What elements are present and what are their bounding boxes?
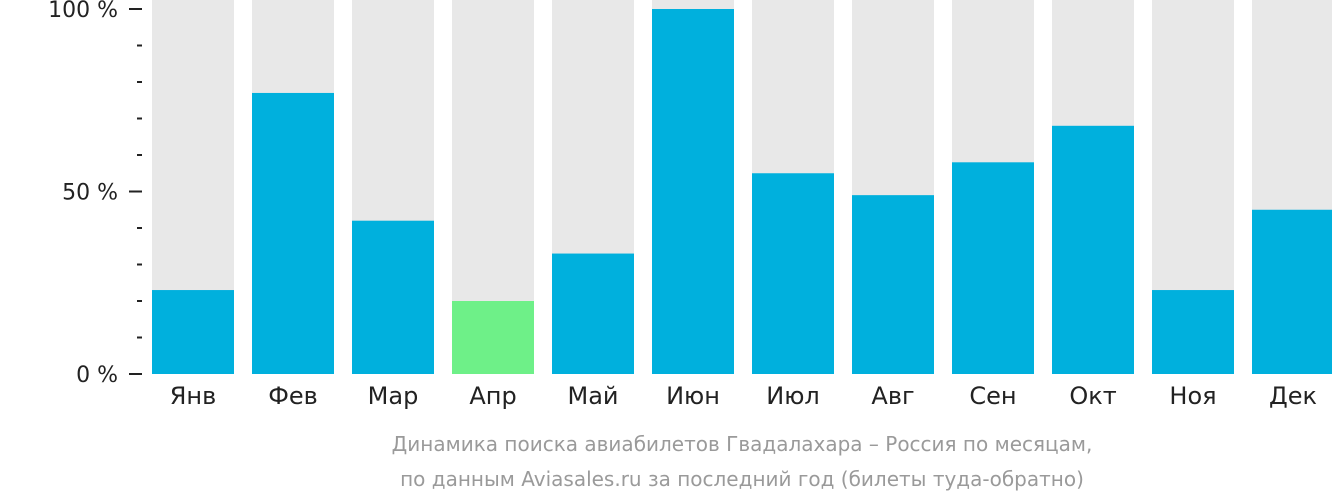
x-tick-label: Окт: [1069, 382, 1116, 410]
bar-Апр: [452, 301, 534, 374]
chart-caption-line-2: по данным Aviasales.ru за последний год …: [400, 467, 1084, 491]
bar-Янв: [152, 290, 234, 374]
bar-Июл: [752, 173, 834, 374]
x-tick-label: Ноя: [1169, 382, 1216, 410]
bar-Сен: [952, 162, 1034, 374]
bar-Ноя: [1152, 290, 1234, 374]
bar-Май: [552, 253, 634, 374]
bar-Дек: [1252, 209, 1332, 374]
x-tick-label: Янв: [170, 382, 217, 410]
x-tick-label: Апр: [469, 382, 516, 410]
x-tick-label: Фев: [268, 382, 318, 410]
bar-chart: 0 % 50 % 100 % Янв Фев Мар Апр Май Июн Июл Авг Сен…: [48, 0, 1332, 410]
x-tick-label: Сен: [969, 382, 1016, 410]
chart-caption-line-1: Динамика поиска авиабилетов Гвадалахара …: [391, 432, 1093, 456]
bar-Июн: [652, 9, 734, 374]
x-tick-label: Мар: [368, 382, 419, 410]
bar-Окт: [1052, 125, 1134, 374]
y-tick-label: 0 %: [76, 363, 118, 388]
x-tick-label: Июн: [666, 382, 720, 410]
x-tick-label: Авг: [871, 382, 914, 410]
x-axis-labels: Янв Фев Мар Апр Май Июн Июл Авг Сен Окт Ноя Дек: [170, 382, 1317, 410]
bar-Авг: [852, 195, 934, 374]
y-tick-label: 50 %: [62, 181, 118, 206]
bar-Фев: [252, 92, 334, 374]
y-tick-label: 100 %: [48, 0, 118, 23]
bars: [152, 0, 1332, 374]
y-axis: 0 % 50 % 100 %: [48, 0, 142, 388]
x-tick-label: Май: [567, 382, 618, 410]
bar-Мар: [352, 220, 434, 374]
x-tick-label: Дек: [1269, 382, 1317, 410]
x-tick-label: Июл: [766, 382, 820, 410]
